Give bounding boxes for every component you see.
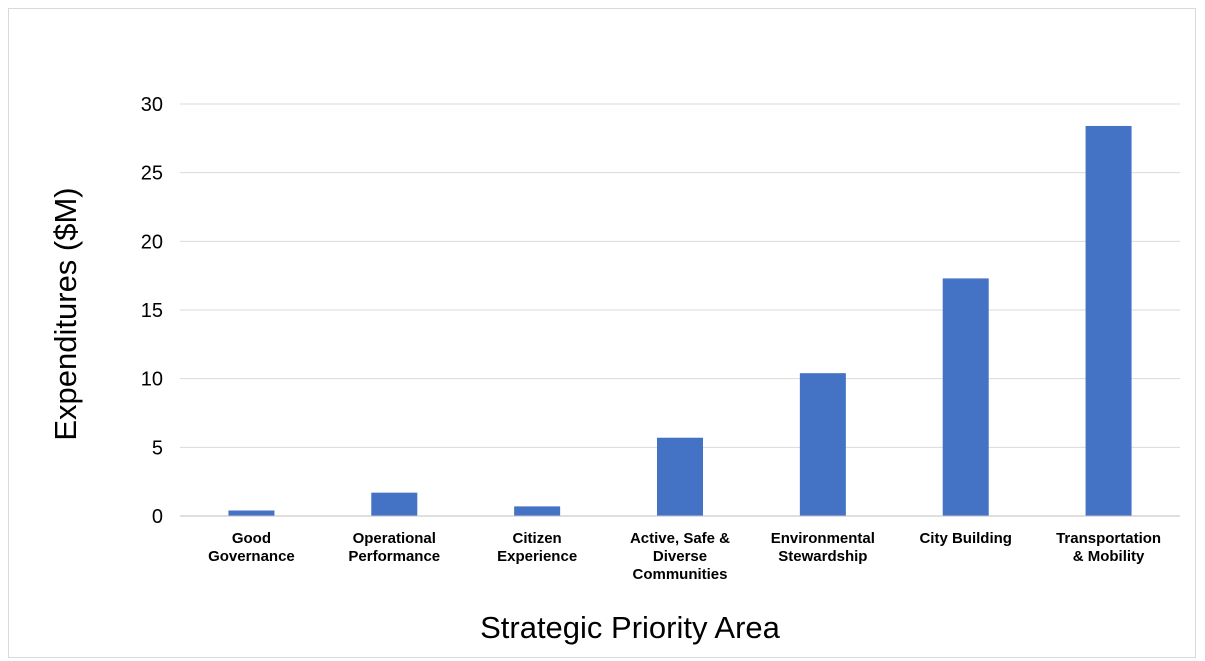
bar xyxy=(799,373,846,516)
category-label-line: Communities xyxy=(632,566,727,583)
category-label: Transportation & Mobility xyxy=(1056,530,1161,565)
bar xyxy=(1085,125,1132,517)
y-tick-label: 15 xyxy=(141,300,163,322)
bar xyxy=(514,506,561,516)
y-tick-label: 5 xyxy=(152,437,163,459)
category-labels: Good Governance Operational Performance Citi… xyxy=(208,530,1161,583)
y-tick-label: 10 xyxy=(141,369,163,391)
category-label-line: City Building xyxy=(919,530,1012,547)
y-axis-title: Expenditures ($M) xyxy=(48,187,83,440)
category-label-line: Operational xyxy=(353,530,436,547)
y-tick-label: 0 xyxy=(152,506,163,528)
category-label-line: Transportation xyxy=(1056,530,1161,547)
category-label-line: Governance xyxy=(208,548,295,565)
bar xyxy=(942,278,989,516)
gridlines xyxy=(180,103,1180,448)
y-tick-label: 25 xyxy=(141,163,163,185)
y-tick-label: 30 xyxy=(141,94,163,116)
category-label-line: Stewardship xyxy=(778,548,867,565)
category-label: Active, Safe & Diverse Communities xyxy=(630,530,730,583)
category-label-line: & Mobility xyxy=(1073,548,1145,565)
category-label: Operational Performance xyxy=(348,530,440,565)
category-label-line: Good xyxy=(232,530,271,547)
bar xyxy=(657,437,703,516)
category-label-line: Performance xyxy=(348,548,440,565)
x-axis-title: Strategic Priority Area xyxy=(480,610,781,645)
category-label: Good Governance xyxy=(208,530,295,565)
category-label-line: Active, Safe & xyxy=(630,530,730,547)
category-label: City Building xyxy=(919,530,1012,547)
bars xyxy=(228,125,1132,517)
category-label-line: Experience xyxy=(497,548,577,565)
category-label-line: Citizen xyxy=(513,530,562,547)
y-tick-label: 20 xyxy=(141,231,163,253)
bar xyxy=(371,492,418,516)
chart-frame xyxy=(8,8,1196,658)
y-tick-labels: 0 5 10 15 20 25 30 xyxy=(141,94,163,528)
category-label: Citizen Experience xyxy=(497,530,577,565)
category-label-line: Environmental xyxy=(771,530,875,547)
category-label: Environmental Stewardship xyxy=(771,530,875,565)
category-label-line: Diverse xyxy=(653,548,707,565)
bar xyxy=(228,510,275,516)
